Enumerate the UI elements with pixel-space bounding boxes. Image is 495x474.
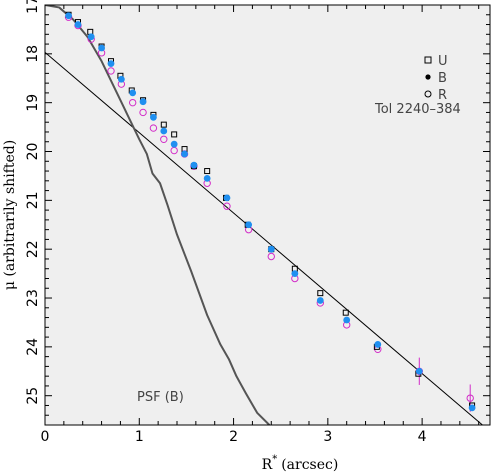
plot-area [45, 5, 490, 425]
r-point [128, 98, 137, 107]
legend-label: B [438, 71, 447, 86]
b-point [170, 140, 178, 148]
b-point [98, 44, 105, 52]
y-tick-label: 20 [25, 143, 41, 161]
b-point [374, 341, 382, 348]
b-point [203, 174, 211, 182]
u-point [171, 131, 178, 138]
b-point [468, 404, 476, 412]
r-point [223, 202, 231, 210]
y-tick-label: 24 [25, 338, 41, 356]
y-tick-label: 18 [25, 45, 41, 63]
r-point [160, 135, 168, 144]
y-tick-label: 19 [25, 94, 41, 112]
points-layer [64, 11, 476, 412]
y-tick-label: 22 [25, 240, 41, 258]
y-axis-title: μ (arbitrarily shifted) [2, 140, 18, 290]
b-point [107, 60, 115, 68]
legend-label: R [438, 88, 447, 103]
x-axis-title-main: R [262, 457, 273, 473]
legend-dot-marker [425, 74, 431, 80]
b-point [87, 33, 95, 41]
x-axis-title: R* (arcsec) [262, 454, 339, 473]
u-point [342, 309, 349, 316]
b-point [415, 367, 423, 375]
y-tick-label: 25 [25, 387, 41, 405]
b-point [117, 75, 125, 83]
x-axis-title-unit: (arcsec) [281, 457, 338, 473]
legend-label: U [438, 54, 448, 69]
b-point [150, 113, 157, 121]
x-tick-label: 4 [418, 429, 427, 445]
legend-square-marker [424, 56, 432, 64]
u-point [317, 290, 324, 297]
b-point [181, 150, 188, 158]
b-point [129, 89, 137, 97]
u-point [204, 168, 211, 175]
b-point [223, 194, 231, 202]
fit-line [45, 51, 483, 425]
b-point [74, 21, 82, 28]
x-axis-title-sup: * [272, 454, 277, 465]
psf-curve [45, 5, 271, 425]
x-tick-label: 0 [41, 429, 50, 445]
b-point [267, 245, 275, 253]
b-point [65, 12, 72, 20]
b-point [190, 161, 198, 169]
psf-label: PSF (B) [137, 390, 184, 405]
x-tick-label: 3 [323, 429, 332, 445]
y-tick-label: 21 [25, 191, 41, 209]
legend: UBR [424, 54, 448, 103]
legend-circle-marker [424, 90, 432, 98]
b-point [245, 221, 253, 229]
y-tick-label: 17 [25, 0, 41, 14]
b-point [343, 316, 351, 324]
b-point [160, 127, 168, 135]
object-label: Tol 2240–384 [374, 102, 461, 117]
y-tick-label: 23 [25, 289, 41, 307]
r-point [107, 67, 115, 75]
x-tick-label: 1 [135, 429, 144, 445]
b-point [139, 98, 147, 106]
b-point [291, 270, 299, 278]
u-point [160, 121, 167, 128]
r-point [139, 108, 147, 117]
x-tick-label: 2 [229, 429, 238, 445]
r-point [267, 252, 275, 261]
plot-frame [44, 4, 491, 426]
r-point [466, 394, 474, 402]
r-point [149, 124, 158, 132]
b-point [316, 297, 324, 304]
lines-layer [45, 5, 483, 425]
